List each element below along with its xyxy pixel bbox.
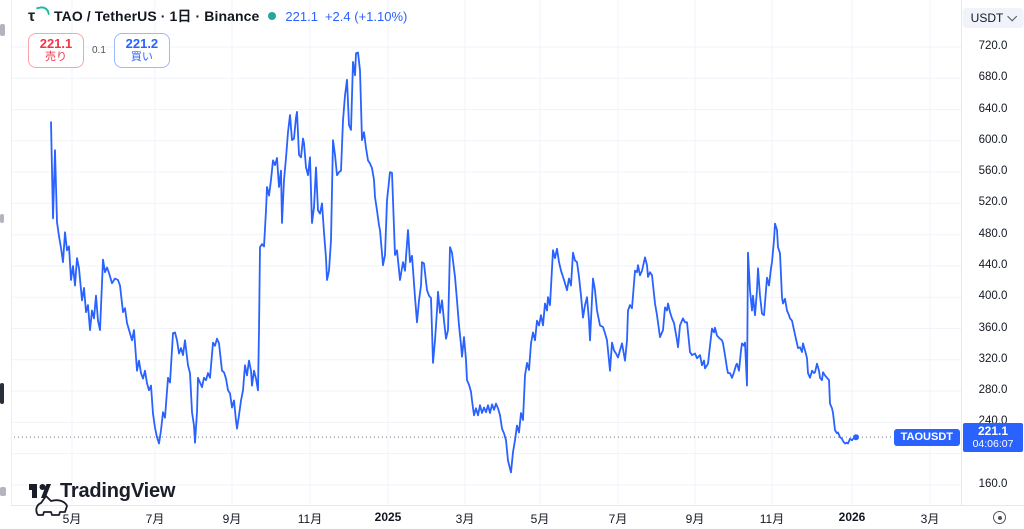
time-axis-label: 9月	[222, 512, 242, 526]
buy-price: 221.2	[125, 36, 159, 51]
price-axis-label: 640.0	[978, 102, 1008, 115]
sell-button[interactable]: 221.1 売り	[28, 33, 84, 68]
bar-countdown: 04:06:07	[972, 438, 1014, 451]
currency-unit-label: USDT	[970, 11, 1004, 25]
legend-symbol-row[interactable]: τ TAO / TetherUS · 1日 · Binance 221.1 +2…	[28, 4, 408, 26]
price-axis-label: 160.0	[978, 477, 1008, 490]
price-axis[interactable]: USDT 720.0 680.0 640.0 600.0 560.0 520.0 480.0…	[961, 0, 1024, 505]
price-line-symbol-badge: TAOUSDT	[893, 429, 960, 447]
tradingview-logo-icon	[29, 484, 51, 498]
last-price-marker	[853, 434, 859, 441]
time-axis-label: 5月	[530, 512, 550, 526]
price-axis-label: 680.0	[978, 71, 1008, 84]
market-status-dot-icon	[268, 12, 277, 20]
time-axis-label: 2026	[838, 510, 866, 524]
time-axis-label: 5月	[62, 512, 82, 526]
time-axis-label: 3月	[920, 512, 940, 526]
currency-unit-button[interactable]: USDT	[962, 8, 1024, 28]
mascot-doodle-icon	[35, 495, 68, 516]
time-axis-label: 9月	[685, 512, 705, 526]
time-axis-label: 7月	[145, 512, 165, 526]
time-axis-label: 2025	[374, 510, 402, 524]
buy-button[interactable]: 221.2 買い	[113, 33, 170, 68]
time-axis-label: 11月	[297, 512, 323, 526]
current-price-tag: 221.1 04:06:07	[963, 423, 1023, 453]
tao-symbol-icon: τ	[28, 4, 50, 26]
sell-label: 売り	[45, 51, 67, 63]
price-axis-label: 720.0	[978, 40, 1008, 52]
last-price: 221.1	[285, 8, 318, 24]
left-toolbar-fragment	[0, 214, 4, 223]
price-change: +2.4 (+1.10%)	[324, 8, 408, 24]
price-axis-label: 600.0	[978, 133, 1008, 146]
trade-buttons-row: 221.1 売り 0.1 221.2 買い	[28, 33, 407, 68]
symbol-title[interactable]: TAO / TetherUS · 1日 · Binance	[54, 8, 260, 24]
time-axis-label: 7月	[608, 512, 628, 526]
price-axis-label: 520.0	[978, 196, 1008, 209]
chevron-down-icon	[1006, 11, 1017, 22]
left-edge-strip	[0, 0, 12, 505]
left-toolbar-fragment	[0, 487, 6, 496]
price-axis-label: 280.0	[978, 384, 1008, 397]
current-price-value: 221.1	[977, 424, 1009, 439]
watermark-text: TradingView	[60, 479, 176, 502]
time-axis[interactable]: 5月 7月 9月 11月 2025 3月 5月 7月 9月 11月 2026 3月	[11, 505, 1024, 529]
price-axis-label: 560.0	[978, 165, 1008, 178]
price-axis-label: 480.0	[978, 227, 1008, 240]
buy-label: 買い	[130, 51, 153, 63]
price-axis-label: 320.0	[978, 352, 1008, 365]
left-toolbar-fragment	[0, 24, 5, 36]
price-axis-label: 360.0	[978, 321, 1008, 334]
left-toolbar-fragment	[0, 383, 4, 404]
sell-price: 221.1	[39, 36, 73, 51]
price-series-line	[50, 51, 857, 474]
bid-ask-spread: 0.1	[92, 45, 106, 56]
price-axis-label: 440.0	[978, 258, 1008, 271]
tradingview-watermark: TradingView	[28, 479, 176, 516]
chart-legend: τ TAO / TetherUS · 1日 · Binance 221.1 +2…	[28, 4, 408, 68]
time-axis-label: 3月	[455, 512, 475, 526]
time-axis-label: 11月	[759, 512, 785, 526]
price-axis-label: 400.0	[978, 290, 1008, 303]
axis-settings-gear-icon[interactable]	[993, 511, 1006, 524]
